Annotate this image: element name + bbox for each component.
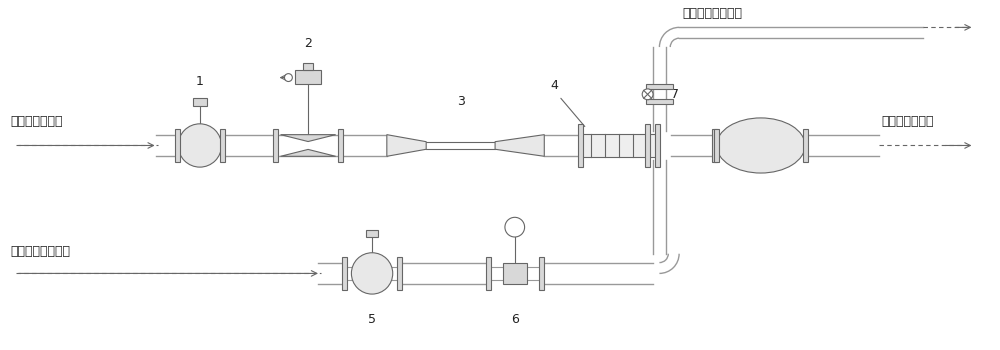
Circle shape: [505, 217, 525, 237]
Bar: [397, 257, 402, 290]
Polygon shape: [495, 135, 544, 156]
Bar: [655, 124, 660, 167]
Text: 加热除湿蕊汽入口: 加热除湿蕊汽入口: [10, 245, 70, 258]
Text: 2: 2: [304, 37, 312, 50]
Bar: [646, 99, 673, 104]
Ellipse shape: [717, 118, 805, 173]
Text: 5: 5: [368, 313, 376, 326]
Circle shape: [178, 124, 221, 167]
Bar: [338, 129, 343, 162]
Bar: [366, 230, 378, 237]
Bar: [803, 129, 808, 162]
Bar: [486, 257, 491, 290]
Text: 4: 4: [550, 79, 558, 92]
Circle shape: [351, 253, 393, 294]
Text: 3: 3: [457, 95, 465, 108]
Bar: [503, 262, 527, 284]
Bar: [273, 129, 278, 162]
Bar: [193, 98, 207, 106]
Bar: [220, 129, 225, 162]
Circle shape: [284, 74, 292, 82]
Bar: [712, 129, 717, 162]
Bar: [303, 63, 313, 70]
Bar: [646, 84, 673, 89]
Bar: [581, 134, 657, 158]
Bar: [342, 257, 347, 290]
Text: 流场主蕊汽入口: 流场主蕊汽入口: [10, 115, 62, 128]
Polygon shape: [281, 135, 336, 141]
Bar: [539, 257, 544, 290]
Bar: [645, 124, 650, 167]
Text: 6: 6: [511, 313, 519, 326]
Polygon shape: [387, 135, 426, 156]
Circle shape: [642, 89, 653, 100]
Bar: [295, 70, 321, 84]
Bar: [714, 129, 719, 162]
Bar: [578, 124, 583, 167]
Text: 加热除湿蕊汽出口: 加热除湿蕊汽出口: [682, 7, 742, 20]
Text: 7: 7: [671, 88, 679, 101]
Polygon shape: [281, 149, 336, 156]
Text: 1: 1: [196, 75, 204, 89]
Bar: [175, 129, 180, 162]
Text: 流场主蕊汽出口: 流场主蕊汽出口: [882, 115, 934, 128]
